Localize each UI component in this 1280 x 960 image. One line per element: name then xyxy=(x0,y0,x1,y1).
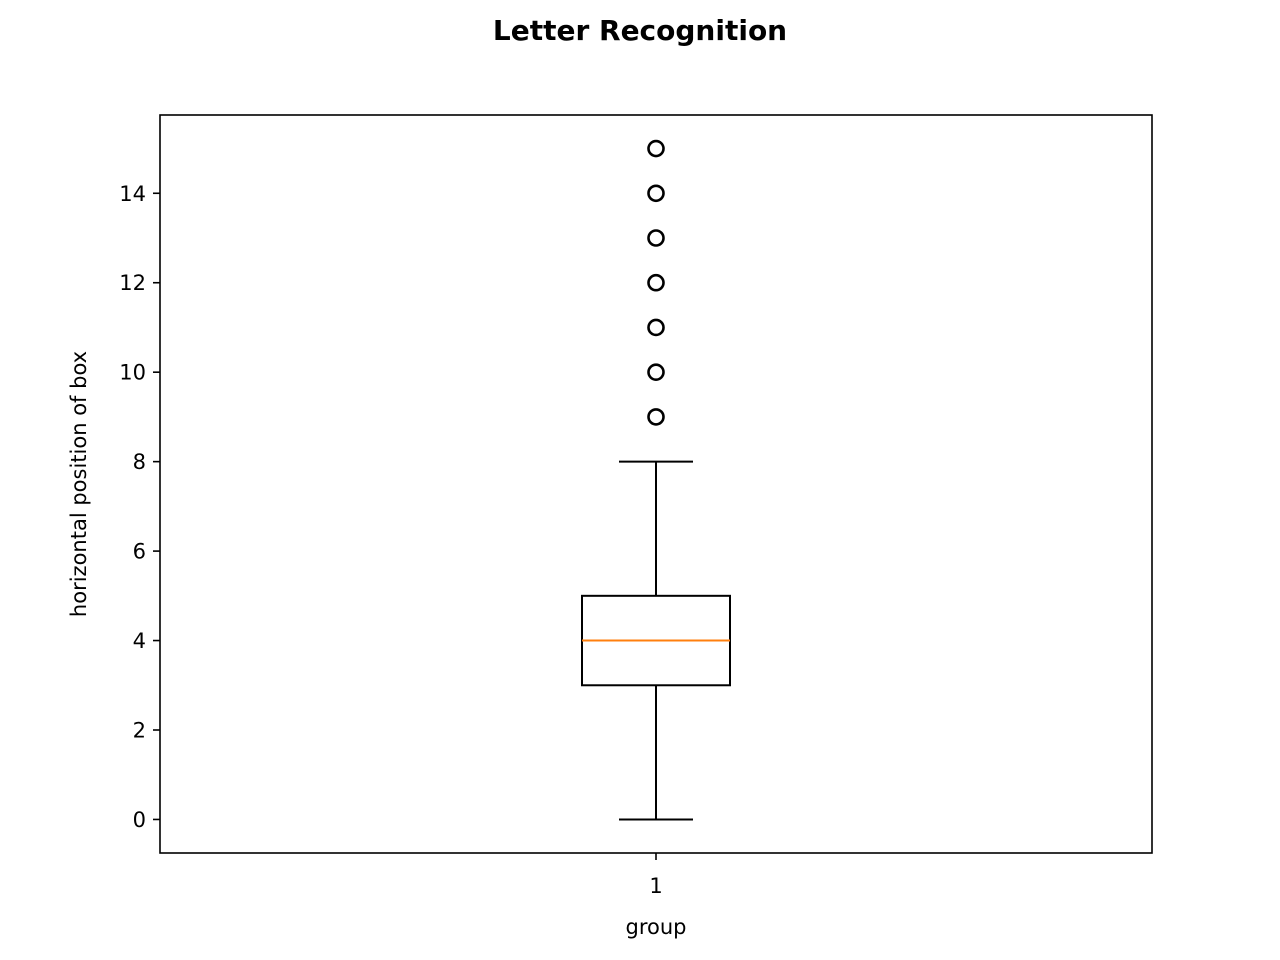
outlier-point xyxy=(647,318,665,337)
plot-layer xyxy=(581,139,731,821)
x-axis-label: group xyxy=(626,915,687,939)
y-tick-label: 0 xyxy=(133,808,146,832)
outlier-point xyxy=(647,139,665,158)
outlier-point xyxy=(647,229,665,247)
y-tick-label: 4 xyxy=(133,629,146,653)
outlier-point xyxy=(647,273,665,292)
outlier-point xyxy=(647,363,665,381)
y-tick-label: 12 xyxy=(119,271,146,295)
chart-title: Letter Recognition xyxy=(492,14,788,47)
y-tick-label: 6 xyxy=(133,540,146,564)
x-tick-label: 1 xyxy=(649,874,662,898)
y-tick-label: 10 xyxy=(119,361,146,385)
y-tick-label: 2 xyxy=(133,719,146,743)
y-tick-label: 8 xyxy=(133,450,146,474)
outlier-point xyxy=(647,184,665,203)
outlier-point xyxy=(647,408,665,426)
y-axis-label: horizontal position of box xyxy=(67,351,91,617)
x-axis: 1 xyxy=(649,853,663,898)
y-axis: 0 2 4 6 8 10 12 14 xyxy=(119,182,160,832)
y-tick-label: 14 xyxy=(119,182,146,206)
